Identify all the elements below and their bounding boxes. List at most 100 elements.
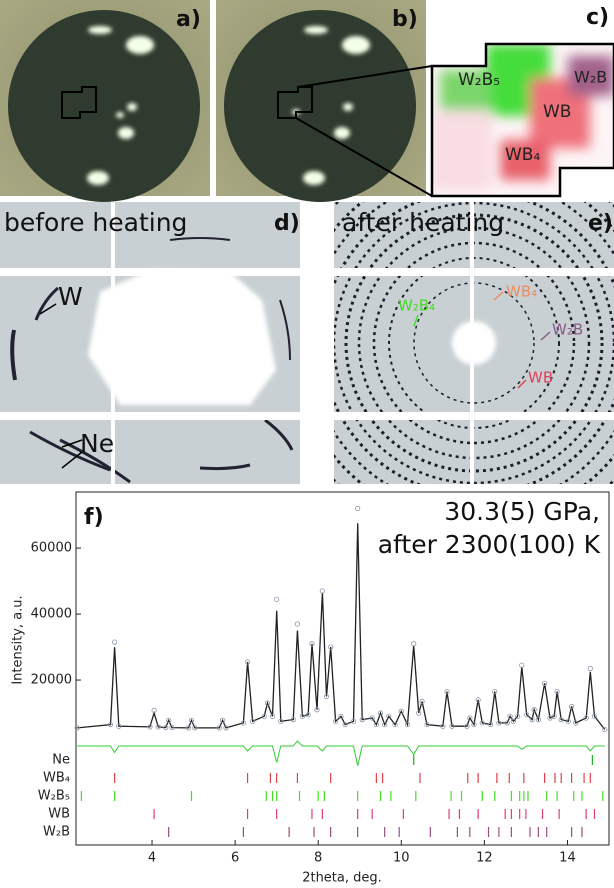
detector-gap: [470, 202, 474, 484]
observed-point: [333, 718, 339, 724]
observed-point: [496, 720, 502, 726]
observed-point: [444, 688, 450, 695]
observed-point: [531, 707, 537, 713]
observed-point: [551, 713, 557, 719]
detector-gap: [0, 268, 300, 276]
observed-point: [386, 713, 392, 719]
observed-point: [587, 665, 593, 672]
observed-point: [290, 717, 296, 723]
detector-gap: [334, 268, 614, 276]
observed-point: [565, 718, 571, 724]
panel-label: d): [274, 211, 300, 236]
diffraction-arcs: [10, 237, 294, 484]
observed-point: [404, 721, 411, 728]
map-outline: [430, 42, 614, 198]
panel-label: a): [176, 7, 201, 32]
panel-title: after heating: [342, 208, 504, 237]
phase-label: W₂B: [43, 825, 70, 840]
annotation: W₂B: [552, 321, 583, 339]
annotation: WB₄: [506, 283, 537, 301]
observed-point: [244, 659, 251, 665]
arrow: [517, 379, 527, 389]
observed-point: [185, 725, 192, 731]
region-box: [61, 86, 97, 119]
observed-point: [411, 641, 417, 647]
x-tick-label: 8: [314, 851, 322, 866]
observed-point: [515, 713, 521, 719]
phase-label: WB₄: [505, 145, 540, 165]
observed-point: [305, 712, 311, 718]
observed-point: [309, 641, 315, 647]
observed-point: [355, 505, 361, 512]
difference-line: [77, 740, 605, 766]
observed-point: [223, 725, 229, 731]
observed-point: [542, 680, 548, 686]
observed-point: [240, 720, 247, 726]
phase-label: W₂B₅: [458, 70, 500, 90]
detector-gap: [0, 412, 300, 420]
observed-point: [519, 662, 525, 668]
observed-point: [264, 700, 271, 706]
observed-point: [249, 718, 256, 724]
observed-point: [319, 588, 325, 594]
observed-point: [398, 708, 404, 714]
observed-point: [350, 718, 357, 724]
panel-label: f): [84, 505, 104, 530]
observed-point: [424, 721, 430, 728]
sample-chamber: [8, 10, 200, 202]
observed-point: [449, 723, 455, 729]
annotation: Ne: [80, 429, 114, 458]
observed-point: [147, 724, 153, 730]
annotation: 30.3(5) GPa,: [444, 497, 600, 526]
phase-label: WB: [543, 102, 571, 122]
observed-point: [163, 724, 169, 731]
sample-chamber: [224, 10, 416, 202]
observed-point: [269, 713, 276, 719]
panel-a: a): [0, 0, 210, 202]
observed-point: [475, 697, 481, 703]
annotation: WB: [528, 369, 553, 387]
observed-point: [328, 644, 334, 650]
detector-gap: [334, 412, 614, 420]
observed-point: [359, 717, 365, 723]
x-tick-label: 6: [231, 851, 239, 866]
observed-point: [524, 712, 530, 718]
observed-point: [467, 715, 473, 721]
observed-point: [504, 720, 510, 726]
observed-point: [278, 718, 284, 724]
observed-point: [112, 639, 118, 645]
observed-point: [464, 723, 470, 729]
panel-d: before heating d) W Ne: [0, 202, 300, 484]
y-tick-label: 40000: [31, 607, 72, 622]
annotation: W₂B₄: [398, 297, 435, 315]
observed-point: [314, 707, 320, 713]
observed-point: [492, 688, 498, 695]
observed-point: [116, 723, 122, 729]
observed-point: [558, 717, 564, 723]
observed-point: [382, 721, 388, 728]
observed-point: [338, 713, 344, 719]
y-axis-label: Intensity, a.u.: [11, 595, 26, 684]
observed-point: [440, 723, 446, 729]
observed-point: [535, 717, 541, 723]
arrow: [61, 439, 83, 448]
x-tick-label: 10: [393, 851, 410, 866]
calculated-line: [77, 523, 606, 730]
phase-label: W₂B₅: [38, 789, 70, 804]
x-tick-label: 14: [559, 851, 576, 866]
observed-point: [419, 698, 425, 705]
observed-point: [416, 710, 422, 716]
observed-point: [216, 725, 222, 731]
observed-point: [192, 725, 198, 731]
observed-point: [573, 720, 579, 726]
observed-point: [602, 726, 608, 733]
plot-frame: [75, 491, 610, 846]
observed-point: [151, 707, 157, 713]
observed-point: [510, 718, 517, 724]
observed-point: [169, 724, 175, 731]
observed-point: [554, 688, 560, 695]
annotation: after 2300(100) K: [378, 530, 601, 559]
observed-point: [166, 717, 172, 723]
observed-point: [569, 703, 575, 710]
